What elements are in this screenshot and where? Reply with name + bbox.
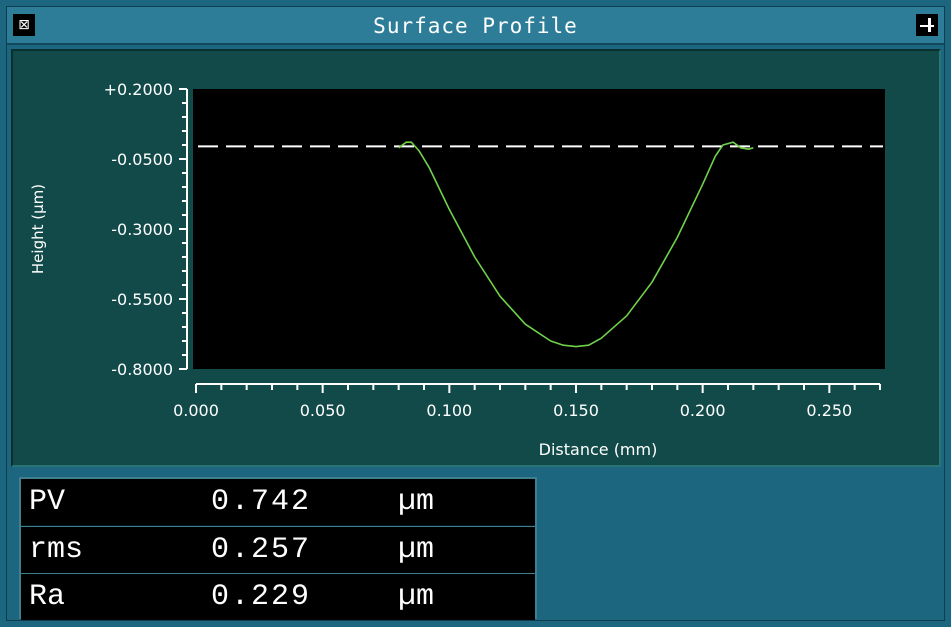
- pin-icon-glyph: [916, 14, 938, 36]
- x-tick-label: 0.050: [300, 401, 346, 420]
- x-tick-label: 0.150: [553, 401, 599, 420]
- stats-row-ra: Ra 0.229 µm: [21, 573, 535, 620]
- stat-value: 0.229: [211, 574, 311, 620]
- y-tick-label: -0.5500: [111, 290, 173, 309]
- y-tick-label: -0.8000: [111, 360, 173, 379]
- x-axis: 0.000 0.050 0.100 0.150 0.200 0.250: [173, 384, 880, 420]
- stat-unit: µm: [398, 479, 434, 525]
- stats-row-rms: rms 0.257 µm: [21, 526, 535, 573]
- stat-value: 0.257: [211, 527, 311, 573]
- stat-unit: µm: [398, 574, 434, 620]
- x-tick-label: 0.100: [426, 401, 472, 420]
- y-axis-label: Height (µm): [29, 184, 47, 274]
- x-tick-label: 0.200: [680, 401, 726, 420]
- stats-row-pv: PV 0.742 µm: [21, 479, 535, 525]
- y-tick-label: -0.0500: [111, 150, 173, 169]
- title-bar[interactable]: ⊠ Surface Profile: [7, 7, 944, 45]
- stat-name: Ra: [29, 574, 65, 620]
- profile-plot-panel: +0.2000 -0.0500 -0.3000 -0.5500 -0.8000 0.00…: [11, 49, 941, 467]
- window-title: Surface Profile: [7, 14, 944, 38]
- y-tick-label: +0.2000: [104, 80, 173, 99]
- x-tick-label: 0.000: [173, 401, 219, 420]
- statistics-table: PV 0.742 µm rms 0.257 µm Ra 0.229 µm: [19, 477, 537, 619]
- stat-value: 0.742: [211, 479, 311, 525]
- x-axis-label: Distance (mm): [539, 440, 658, 459]
- y-tick-label: -0.3000: [111, 220, 173, 239]
- pin-icon[interactable]: [916, 14, 938, 36]
- x-tick-label: 0.250: [806, 401, 852, 420]
- stat-name: PV: [29, 479, 65, 525]
- surface-profile-chart: +0.2000 -0.0500 -0.3000 -0.5500 -0.8000 0.00…: [13, 51, 939, 465]
- plot-area: [193, 89, 885, 369]
- stat-name: rms: [29, 527, 83, 573]
- surface-profile-window: ⊠ Surface Profile +0.2000 -0.0500 -0.3000 -…: [6, 6, 945, 621]
- y-axis: +0.2000 -0.0500 -0.3000 -0.5500 -0.8000: [104, 80, 187, 379]
- stat-unit: µm: [398, 527, 434, 573]
